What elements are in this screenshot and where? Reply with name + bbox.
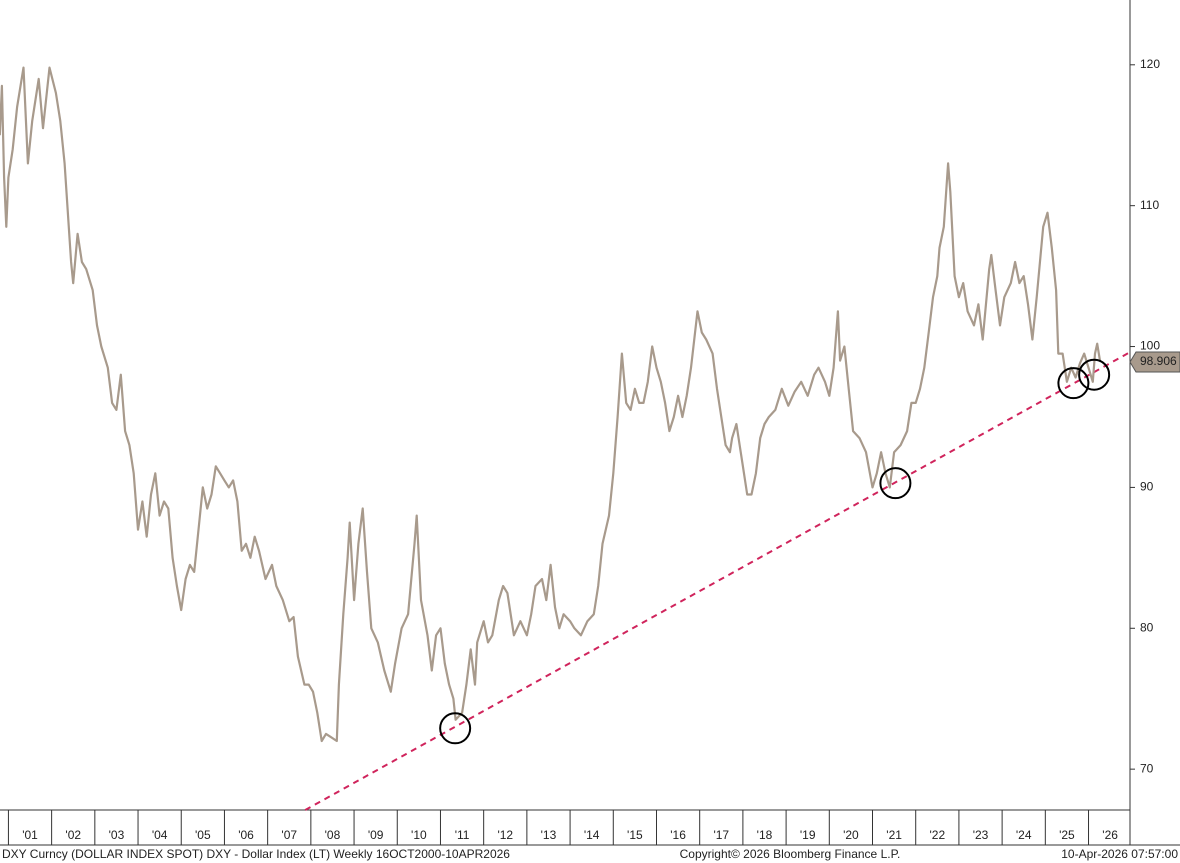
x-tick-label: '04 — [152, 828, 168, 842]
x-tick-label: '07 — [281, 828, 297, 842]
x-tick-label: '03 — [109, 828, 125, 842]
y-tick-label: 100 — [1140, 339, 1160, 353]
x-tick-label: '09 — [368, 828, 384, 842]
price-line — [0, 66, 1102, 743]
x-tick-label: '20 — [843, 828, 859, 842]
x-tick-label: '10 — [411, 828, 427, 842]
x-tick-label: '08 — [325, 828, 341, 842]
x-tick-label: '23 — [973, 828, 989, 842]
highlight-circle — [1057, 367, 1090, 400]
y-tick-label: 120 — [1140, 57, 1160, 71]
last-value-label: 98.906 — [1140, 354, 1177, 368]
footer-center: Copyright© 2026 Bloomberg Finance L.P. — [680, 847, 901, 861]
x-tick-label: '25 — [1059, 828, 1075, 842]
x-tick-label: '18 — [757, 828, 773, 842]
x-tick-label: '15 — [627, 828, 643, 842]
highlight-circle — [879, 467, 912, 500]
x-tick-label: '13 — [541, 828, 557, 842]
x-tick-label: '16 — [670, 828, 686, 842]
x-tick-label: '21 — [886, 828, 902, 842]
trendline — [304, 351, 1131, 811]
y-tick-label: 90 — [1140, 480, 1154, 494]
x-tick-label: '06 — [238, 828, 254, 842]
y-tick-label: 80 — [1140, 620, 1154, 634]
y-tick-label: 110 — [1140, 198, 1159, 212]
x-tick-label: '01 — [22, 828, 38, 842]
x-tick-label: '12 — [497, 828, 513, 842]
x-tick-label: '19 — [800, 828, 816, 842]
footer-left: DXY Curncy (DOLLAR INDEX SPOT) DXY - Dol… — [2, 847, 510, 861]
x-tick-label: '11 — [455, 828, 470, 842]
x-tick-label: '05 — [195, 828, 211, 842]
x-tick-label: '02 — [65, 828, 81, 842]
highlight-circle — [1078, 358, 1111, 391]
footer-right: 10-Apr-2026 07:57:00 — [1061, 847, 1178, 861]
x-tick-label: '24 — [1016, 828, 1032, 842]
highlight-circle — [439, 712, 472, 745]
last-value-tag — [1129, 351, 1180, 373]
y-tick-label: 70 — [1140, 761, 1154, 775]
x-tick-label: '26 — [1102, 828, 1118, 842]
x-tick-label: '14 — [584, 828, 600, 842]
x-tick-label: '17 — [713, 828, 729, 842]
x-tick-label: '22 — [929, 828, 945, 842]
